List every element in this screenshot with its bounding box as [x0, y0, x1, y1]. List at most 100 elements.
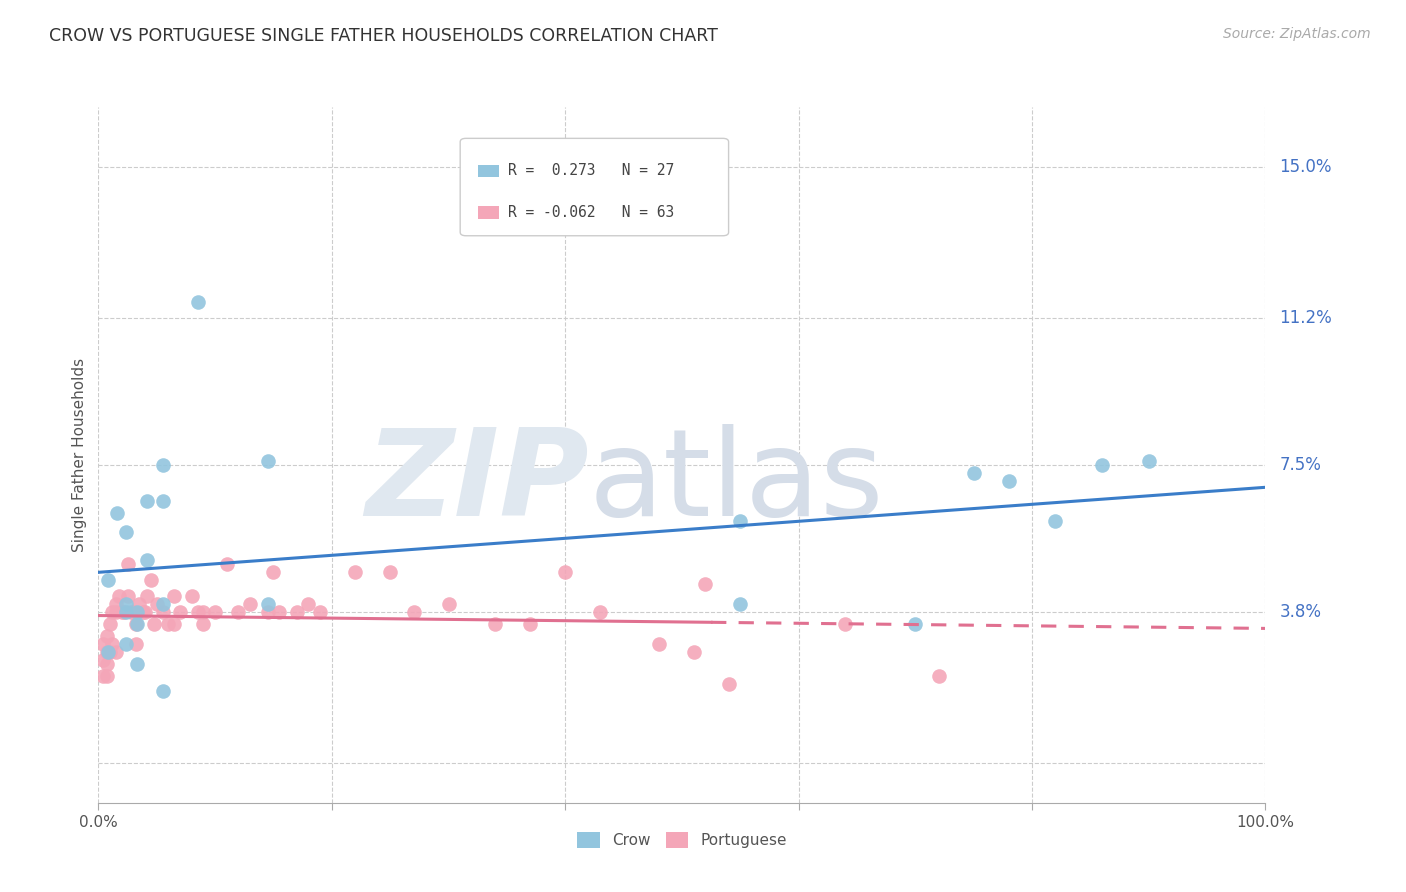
Point [112, 605, 135, 619]
FancyBboxPatch shape [478, 206, 499, 219]
Point [297, 597, 319, 611]
Point [437, 597, 460, 611]
Text: R = -0.062   N = 63: R = -0.062 N = 63 [508, 205, 675, 220]
Point [695, 577, 717, 591]
Point [256, 454, 278, 468]
Point [554, 565, 576, 579]
Point [111, 605, 134, 619]
Point [139, 573, 162, 587]
Point [125, 605, 148, 619]
Point [97, 573, 120, 587]
Point [128, 597, 150, 611]
Point [91, 653, 114, 667]
Point [730, 597, 752, 611]
Point [717, 676, 740, 690]
Point [262, 565, 284, 579]
Point [1045, 514, 1067, 528]
Point [163, 589, 186, 603]
Point [1091, 458, 1114, 472]
Point [91, 637, 114, 651]
Point [125, 637, 148, 651]
Text: Source: ZipAtlas.com: Source: ZipAtlas.com [1223, 27, 1371, 41]
Point [380, 565, 402, 579]
Point [285, 605, 308, 619]
Point [152, 684, 174, 698]
Point [136, 553, 159, 567]
Text: 7.5%: 7.5% [1279, 456, 1322, 474]
Point [402, 605, 425, 619]
Point [152, 597, 174, 611]
Point [96, 668, 118, 682]
Point [97, 645, 120, 659]
FancyBboxPatch shape [478, 164, 499, 177]
Point [115, 525, 138, 540]
Point [682, 645, 704, 659]
Point [122, 605, 145, 619]
Point [152, 458, 174, 472]
Point [187, 605, 209, 619]
Point [96, 657, 118, 671]
Point [125, 657, 148, 671]
FancyBboxPatch shape [460, 138, 728, 235]
Text: 15.0%: 15.0% [1279, 158, 1331, 176]
Point [98, 616, 121, 631]
Point [104, 597, 127, 611]
Text: CROW VS PORTUGUESE SINGLE FATHER HOUSEHOLDS CORRELATION CHART: CROW VS PORTUGUESE SINGLE FATHER HOUSEHO… [49, 27, 718, 45]
Point [98, 645, 121, 659]
Point [239, 597, 262, 611]
Text: ZIP: ZIP [364, 425, 589, 541]
Point [136, 589, 159, 603]
Point [180, 589, 202, 603]
Point [115, 605, 138, 619]
Point [101, 605, 124, 619]
Point [344, 565, 367, 579]
Point [125, 616, 148, 631]
Point [143, 616, 166, 631]
Point [309, 605, 332, 619]
Point [146, 597, 169, 611]
Point [115, 597, 138, 611]
Text: 3.8%: 3.8% [1279, 603, 1322, 621]
Point [96, 645, 118, 659]
Point [228, 605, 250, 619]
Point [928, 668, 950, 682]
Point [108, 589, 131, 603]
Point [904, 616, 927, 631]
Point [96, 629, 118, 643]
Text: atlas: atlas [589, 425, 884, 541]
Point [163, 616, 186, 631]
Text: R =  0.273   N = 27: R = 0.273 N = 27 [508, 163, 675, 178]
Legend: Crow, Portuguese: Crow, Portuguese [571, 826, 793, 855]
Point [193, 616, 215, 631]
Point [117, 558, 139, 572]
Point [136, 493, 159, 508]
Point [1137, 454, 1160, 468]
Point [256, 597, 278, 611]
Point [962, 466, 984, 480]
Point [484, 616, 506, 631]
Point [997, 474, 1019, 488]
Point [519, 616, 541, 631]
Point [589, 605, 612, 619]
Point [157, 616, 180, 631]
Point [215, 558, 238, 572]
Point [117, 589, 139, 603]
Point [91, 668, 114, 682]
Point [115, 637, 138, 651]
Point [647, 637, 669, 651]
Point [204, 605, 226, 619]
Point [134, 605, 156, 619]
Point [152, 493, 174, 508]
Point [120, 605, 142, 619]
Point [125, 616, 148, 631]
Point [169, 605, 191, 619]
Point [104, 645, 127, 659]
Point [104, 605, 127, 619]
Point [132, 605, 155, 619]
Point [256, 605, 278, 619]
Text: 11.2%: 11.2% [1279, 309, 1331, 326]
Point [101, 637, 124, 651]
Y-axis label: Single Father Households: Single Father Households [72, 358, 87, 552]
Point [193, 605, 215, 619]
Point [187, 294, 209, 309]
